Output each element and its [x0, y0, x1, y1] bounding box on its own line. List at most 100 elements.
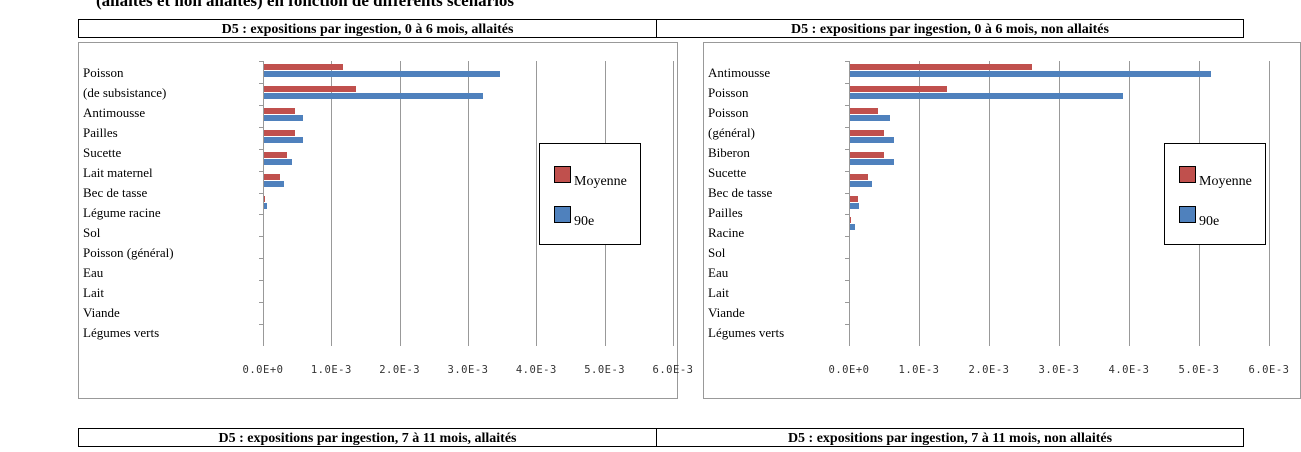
y-tick: [845, 126, 849, 128]
bar: [850, 64, 1032, 70]
y-tick: [259, 214, 263, 216]
bar: [850, 151, 885, 158]
x-tick-label: 1.0E-3: [310, 364, 352, 376]
bar: [850, 129, 885, 136]
legend-swatch: [1179, 206, 1196, 223]
y-tick: [845, 324, 849, 326]
y-tick: [845, 170, 849, 172]
grid-line: [331, 61, 333, 346]
y-tick: [259, 82, 263, 84]
y-tick-label: Poisson: [708, 85, 749, 100]
y-tick: [845, 214, 849, 216]
grid-line: [919, 61, 920, 346]
y-tick-label: Antimousse: [83, 105, 146, 120]
x-tick-label: 2.0E-3: [379, 364, 421, 376]
bar: [850, 202, 860, 209]
legend-label: 90e: [574, 214, 595, 229]
grid-line: [673, 61, 674, 346]
bar: [264, 64, 343, 70]
bar: [264, 180, 284, 187]
bar: [850, 114, 890, 121]
x-tick-label: 5.0E-3: [584, 364, 626, 376]
bar: [264, 158, 293, 165]
y-tick: [259, 236, 263, 238]
y-tick-label: Biberon: [708, 145, 750, 160]
bar: [264, 129, 295, 136]
legend-swatch: [1179, 166, 1196, 183]
y-tick-label: Pailles: [83, 125, 118, 140]
bar: [264, 136, 303, 143]
category-labels: Poisson (de subsistance) Antimousse Paille…: [83, 63, 257, 343]
grid-line: [1059, 61, 1060, 346]
y-tick: [845, 236, 849, 238]
x-tick-label: 5.0E-3: [1178, 364, 1220, 376]
x-tick-label: 1.0E-3: [898, 364, 940, 376]
bar: [850, 195, 858, 202]
y-tick-label: Poisson (général): [83, 245, 174, 260]
grid-line: [536, 61, 538, 346]
bar: [264, 202, 267, 209]
x-tick-label: 2.0E-3: [968, 364, 1010, 376]
y-tick-label: Poisson (général): [708, 105, 755, 140]
grid-line: [399, 61, 401, 346]
x-tick-label: 4.0E-3: [1108, 364, 1150, 376]
x-tick-label: 3.0E-3: [1038, 364, 1080, 376]
legend-swatch: [554, 166, 571, 183]
y-tick: [259, 324, 263, 326]
y-tick-label: Racine: [708, 225, 745, 240]
grid-line: [468, 61, 469, 346]
chart: 0.0E+0 1.0E-3 2.0E-3 3.0E-3 4.0E-3 5.0E-3 6.0E…: [703, 42, 1301, 399]
y-tick: [845, 280, 849, 282]
y-tick-label: Lait maternel: [83, 165, 153, 180]
y-tick-label: Bec de tasse: [708, 185, 773, 200]
bar: [850, 107, 878, 114]
bar: [850, 173, 869, 180]
y-tick: [845, 61, 849, 62]
bar: [264, 85, 357, 92]
y-tick: [845, 148, 849, 150]
y-tick: [259, 280, 263, 282]
bar: [850, 136, 895, 143]
x-tick-label: 0.0E+0: [242, 364, 284, 376]
y-tick-label: Lait: [708, 285, 729, 300]
x-tick-label: 4.0E-3: [515, 364, 557, 376]
bar: [850, 158, 895, 165]
y-tick: [259, 148, 263, 150]
y-tick-label: Eau: [83, 265, 104, 280]
y-tick: [259, 258, 263, 260]
y-tick-label: Sucette: [83, 145, 122, 160]
y-tick-label: Lait: [83, 285, 104, 300]
bar: [264, 173, 281, 180]
y-tick: [259, 302, 263, 304]
y-tick-label: Poisson (de subsistance): [83, 65, 167, 100]
y-tick: [259, 61, 263, 62]
legend-label: Moyenne: [1199, 174, 1252, 189]
bar: [850, 92, 1123, 99]
grid-line: [989, 61, 990, 346]
bar: [850, 224, 855, 231]
legend-label: 90e: [1199, 214, 1220, 229]
y-tick-label: Eau: [708, 265, 729, 280]
y-tick-label: Sol: [708, 245, 726, 260]
y-tick-label: Pailles: [708, 205, 743, 220]
y-tick-label: Sol: [83, 225, 101, 240]
bar: [850, 217, 851, 224]
bar: [264, 71, 500, 77]
legend-swatch: [554, 206, 571, 223]
y-tick: [259, 104, 263, 106]
bar: [264, 195, 265, 202]
table-header: D5 : expositions par ingestion, 7 à 11 m…: [78, 428, 657, 447]
y-tick-label: Antimousse: [708, 65, 771, 80]
table-header: D5 : expositions par ingestion, 0 à 6 mo…: [656, 19, 1244, 38]
bar: [850, 71, 1211, 77]
table-header: D5 : expositions par ingestion, 7 à 11 m…: [656, 428, 1244, 447]
bar: [850, 180, 872, 187]
bar: [264, 114, 303, 121]
table-header: D5 : expositions par ingestion, 0 à 6 mo…: [78, 19, 657, 38]
y-tick: [845, 192, 849, 194]
grid-line: [1269, 61, 1270, 346]
y-tick-label: Bec de tasse: [83, 185, 148, 200]
legend: Moyenne 90e: [539, 143, 641, 245]
y-tick-label: Légumes verts: [83, 325, 160, 340]
